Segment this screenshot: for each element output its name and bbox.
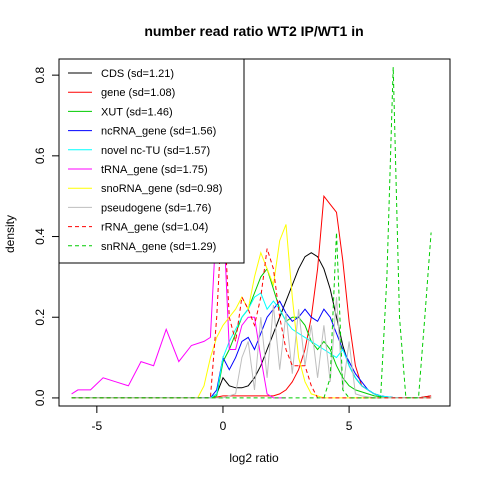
y-tick-label: 0.2: [33, 309, 47, 326]
x-tick-label: -5: [92, 419, 103, 433]
legend: CDS (sd=1.21) gene (sd=1.08) XUT (sd=1.46)…: [58, 58, 245, 264]
series-line-3: [71, 300, 432, 399]
legend-label: ncRNA_gene (sd=1.56): [101, 126, 216, 138]
y-tick-label: 0.6: [33, 147, 47, 164]
legend-label: CDS (sd=1.21): [101, 68, 174, 80]
series-line-7: [71, 297, 432, 399]
legend-label: snRNA_gene (sd=1.29): [101, 241, 216, 253]
series-line-0: [71, 252, 432, 399]
legend-label: rRNA_gene (sd=1.04): [101, 222, 208, 234]
y-axis-label: density: [3, 215, 17, 253]
legend-label: pseudogene (sd=1.76): [101, 202, 211, 214]
legend-label: tRNA_gene (sd=1.75): [101, 164, 208, 176]
legend-label: XUT (sd=1.46): [101, 106, 173, 118]
y-tick-label: 0.8: [33, 66, 47, 83]
legend-label: gene (sd=1.08): [101, 87, 175, 99]
x-tick-label: 0: [220, 419, 227, 433]
series-line-4: [71, 292, 432, 399]
legend-label: snoRNA_gene (sd=0.98): [101, 183, 222, 195]
chart-title: number read ratio WT2 IP/WT1 in: [144, 23, 363, 39]
legend-label: novel nc-TU (sd=1.57): [101, 145, 210, 157]
x-axis-label: log2 ratio: [229, 451, 279, 465]
y-tick-label: 0.4: [33, 228, 47, 245]
legend-box: [58, 58, 245, 264]
series-line-2: [71, 267, 432, 399]
series-layer: [71, 67, 432, 399]
x-tick-label: 5: [346, 419, 353, 433]
series-line-5: [71, 206, 286, 399]
series-line-9: [71, 67, 432, 399]
y-tick-label: 0.0: [33, 389, 47, 406]
